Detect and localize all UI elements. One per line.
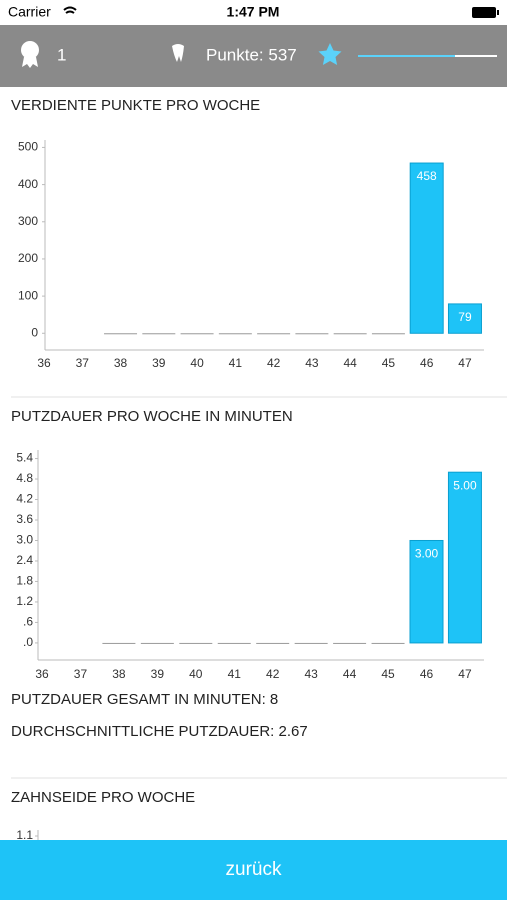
bar [142, 333, 176, 335]
x-tick-label: 44 [343, 356, 357, 370]
bar [257, 333, 291, 335]
y-tick-label: 2.4 [16, 553, 33, 567]
clock: 1:47 PM [227, 4, 280, 20]
battery [472, 7, 496, 18]
x-tick-label: 45 [381, 667, 395, 681]
x-tick-label: 44 [343, 667, 357, 681]
back-button[interactable]: zurück [0, 840, 507, 900]
x-tick-label: 46 [420, 356, 434, 370]
value-label: 5.00 [453, 478, 477, 492]
y-tick-label: .0 [23, 635, 33, 649]
x-tick-label: 47 [458, 356, 472, 370]
bar [409, 539, 444, 644]
y-tick-label: 300 [18, 214, 38, 228]
x-tick-label: 38 [114, 356, 128, 370]
y-tick-label: 4.2 [16, 492, 33, 506]
x-tick-label: 40 [189, 667, 203, 681]
bar [294, 642, 328, 644]
x-tick-label: 40 [190, 356, 204, 370]
y-tick-label: 1.8 [16, 574, 33, 588]
points: Punkte: 537 [206, 45, 297, 64]
y-tick-label: 4.8 [16, 471, 33, 485]
x-tick-label: 46 [420, 667, 434, 681]
chart-title: ZAHNSEIDE PRO WOCHE [11, 789, 195, 806]
stat-text: PUTZDAUER GESAMT IN MINUTEN: 8 [11, 691, 278, 708]
y-tick-label: 0 [31, 325, 38, 339]
y-tick-label: 3.6 [16, 512, 33, 526]
bar [102, 642, 136, 644]
x-tick-label: 43 [305, 356, 319, 370]
y-tick-label: .6 [23, 615, 33, 629]
x-tick-label: 36 [37, 356, 51, 370]
x-tick-label: 43 [304, 667, 318, 681]
x-tick-label: 39 [152, 356, 166, 370]
bar [218, 333, 252, 335]
value-label: 79 [458, 310, 472, 324]
bar [371, 333, 405, 335]
bar [140, 642, 174, 644]
value-label: 3.00 [415, 547, 439, 561]
x-tick-label: 37 [74, 667, 88, 681]
x-tick-label: 37 [76, 356, 90, 370]
x-tick-label: 45 [382, 356, 396, 370]
x-tick-label: 42 [266, 667, 280, 681]
bar [447, 471, 482, 644]
carrier: Carrier [8, 4, 51, 20]
bar [179, 642, 213, 644]
bar [217, 642, 251, 644]
y-tick-label: 400 [18, 177, 38, 191]
y-tick-label: 100 [18, 288, 38, 302]
y-tick-label: 3.0 [16, 533, 33, 547]
badge-ribbon [22, 57, 38, 68]
x-tick-label: 41 [228, 667, 242, 681]
bar [333, 642, 367, 644]
chart-title: VERDIENTE PUNKTE PRO WOCHE [11, 97, 260, 114]
bar [333, 333, 367, 335]
y-tick-label: 1.2 [16, 594, 33, 608]
badge-icon [21, 41, 39, 59]
y-tick-label: 1.1 [16, 828, 33, 842]
star-icon [318, 43, 342, 65]
y-tick-label: 200 [18, 251, 38, 265]
tooth-icon [172, 44, 184, 62]
y-tick-label: 500 [18, 140, 38, 154]
x-tick-label: 36 [35, 667, 49, 681]
value-label: 458 [417, 169, 437, 183]
x-tick-label: 42 [267, 356, 281, 370]
bar [371, 642, 405, 644]
x-tick-label: 41 [229, 356, 243, 370]
y-tick-label: 5.4 [16, 451, 33, 465]
chart-title: PUTZDAUER PRO WOCHE IN MINUTEN [11, 408, 293, 425]
stat-text: DURCHSCHNITTLICHE PUTZDAUER: 2.67 [11, 723, 308, 740]
level: 1 [57, 45, 66, 64]
wifi-icon [63, 6, 77, 14]
x-tick-label: 47 [458, 667, 472, 681]
bar [447, 303, 482, 334]
battery-tip [497, 10, 499, 15]
bar [295, 333, 329, 335]
x-tick-label: 38 [112, 667, 126, 681]
bar [104, 333, 138, 335]
x-tick-label: 39 [151, 667, 165, 681]
bar [409, 162, 444, 334]
bar [180, 333, 214, 335]
bar [256, 642, 290, 644]
